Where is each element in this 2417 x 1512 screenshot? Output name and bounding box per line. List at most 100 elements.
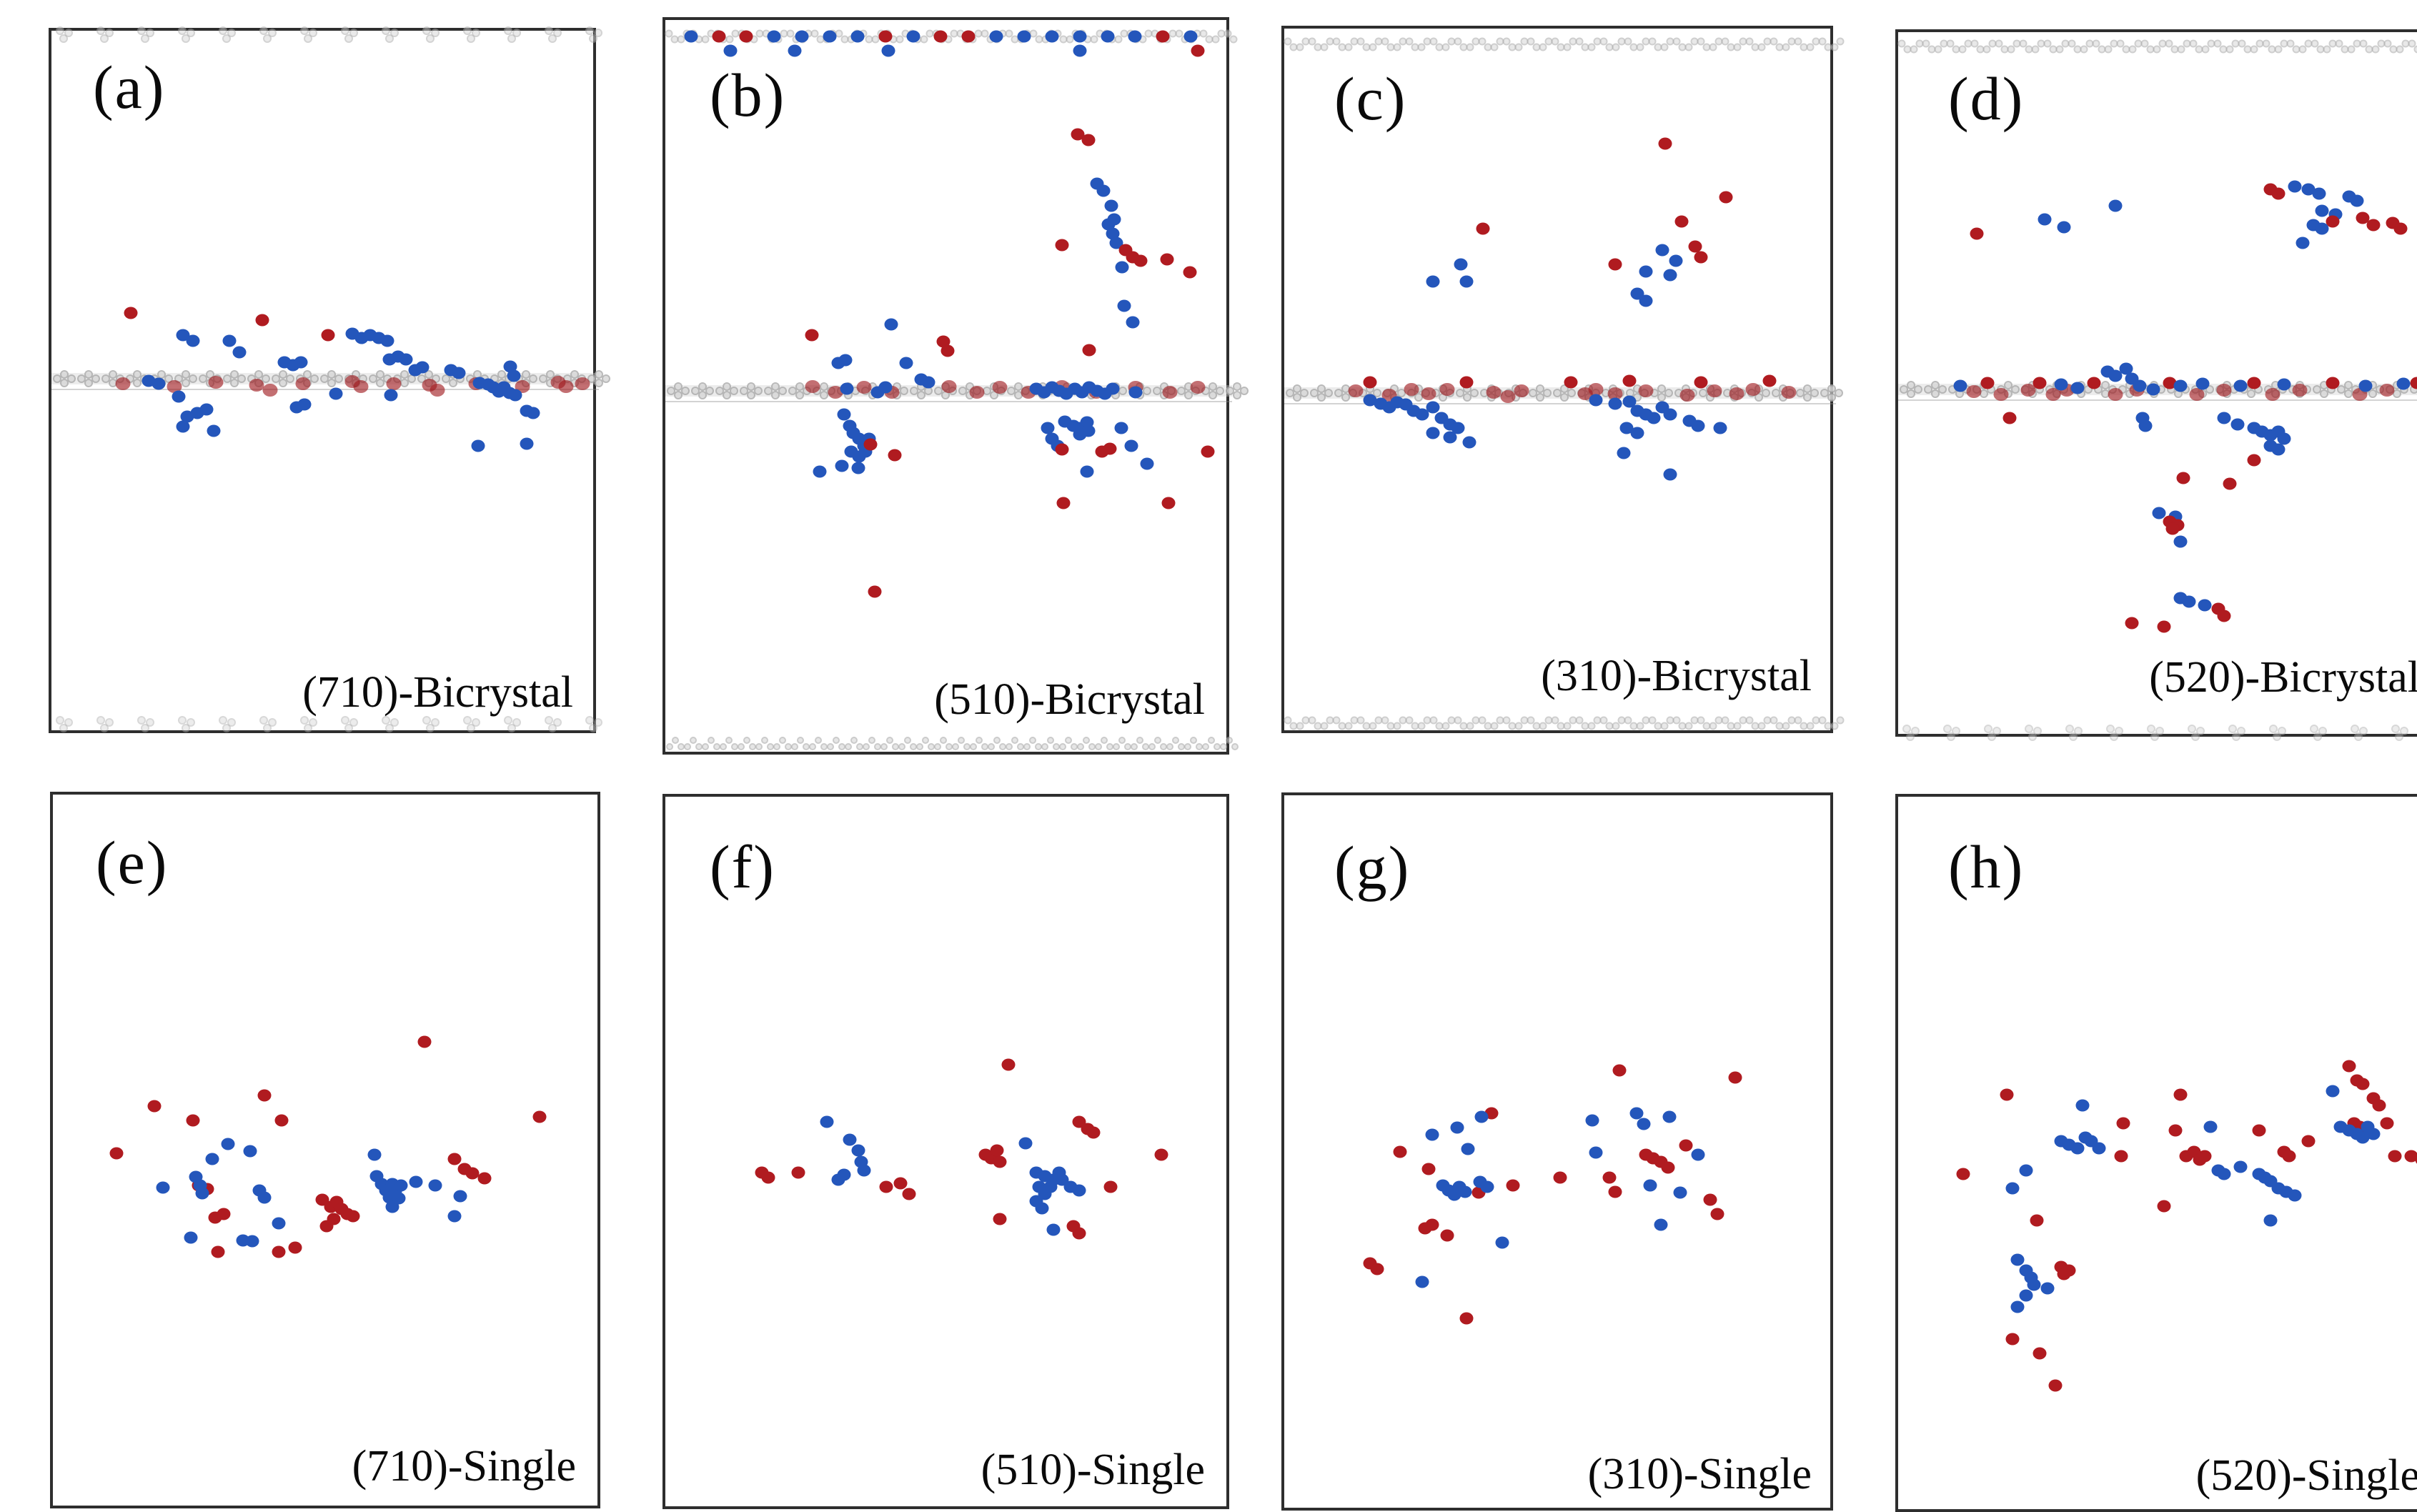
solute-dot-red xyxy=(1103,1180,1117,1193)
matrix-atom xyxy=(2028,732,2037,741)
solute-dot-red xyxy=(1674,216,1688,228)
solute-dot-blue xyxy=(2174,535,2188,547)
solute-dot-red xyxy=(1459,1312,1473,1324)
matrix-atom xyxy=(1011,737,1018,744)
solute-dot-red-faded xyxy=(2265,388,2280,401)
solute-dot-blue xyxy=(272,1217,285,1229)
solute-dot-blue xyxy=(2231,419,2245,431)
solute-dot-red xyxy=(1711,1208,1724,1220)
matrix-atom xyxy=(1907,389,1915,398)
panel-letter: (c) xyxy=(1334,68,1406,129)
matrix-atom xyxy=(1837,37,1845,45)
solute-dot-red xyxy=(217,1208,230,1220)
panel-caption: (520)-Bicrystal xyxy=(2149,655,2417,700)
solute-dot-blue xyxy=(882,45,895,57)
matrix-atom xyxy=(1065,737,1072,744)
solute-dot-red xyxy=(2002,412,2016,424)
solute-dot-blue xyxy=(2070,1143,2084,1155)
matrix-atom xyxy=(725,737,733,744)
solute-dot-red xyxy=(2301,1135,2315,1148)
panel-caption: (310)-Single xyxy=(1588,1452,1812,1496)
atom-scatter-layer xyxy=(51,31,593,730)
matrix-atom xyxy=(376,379,384,387)
solute-dot-red xyxy=(1056,239,1069,251)
solute-dot-blue xyxy=(2233,1160,2247,1173)
matrix-atom xyxy=(84,379,93,387)
matrix-atom xyxy=(1113,743,1120,750)
matrix-atom xyxy=(595,379,603,387)
matrix-atom xyxy=(1190,737,1197,744)
solute-dot-blue xyxy=(2041,1283,2055,1295)
solute-dot-blue xyxy=(258,1191,272,1203)
solute-dot-red-faded xyxy=(1500,390,1515,403)
solute-dot-blue xyxy=(2057,222,2070,234)
matrix-atom xyxy=(1154,737,1161,744)
solute-dot-blue xyxy=(851,462,865,474)
solute-dot-red-faded xyxy=(1349,384,1364,397)
solute-dot-blue xyxy=(1692,420,1705,432)
solute-dot-blue xyxy=(2218,1168,2231,1180)
solute-dot-blue xyxy=(1637,1118,1651,1130)
matrix-atom xyxy=(304,724,312,732)
solute-dot-blue xyxy=(839,354,853,366)
matrix-atom xyxy=(1023,743,1031,750)
grain-boundary-rule xyxy=(665,401,1232,402)
solute-dot-red-faded xyxy=(559,380,574,393)
solute-dot-blue xyxy=(527,407,540,419)
solute-dot-red xyxy=(1183,266,1196,278)
solute-dot-blue xyxy=(1426,427,1440,439)
matrix-atom xyxy=(791,743,798,750)
matrix-atom xyxy=(548,724,557,732)
solute-dot-red xyxy=(1422,1163,1436,1175)
solute-dot-red-faded xyxy=(1707,384,1722,397)
grain-boundary-rule xyxy=(1898,399,2417,401)
solute-dot-blue xyxy=(1425,1129,1439,1141)
matrix-atom xyxy=(1118,737,1126,744)
solute-dot-blue xyxy=(1036,1202,1049,1214)
solute-dot-blue xyxy=(2093,1143,2106,1155)
solute-dot-blue xyxy=(2396,378,2410,390)
solute-dot-red xyxy=(1679,1140,1693,1152)
solute-dot-blue xyxy=(921,376,935,388)
panel-caption: (710)-Single xyxy=(352,1444,576,1488)
matrix-atom xyxy=(922,737,929,744)
solute-dot-blue xyxy=(206,1153,219,1165)
solute-dot-red xyxy=(1191,45,1205,57)
solute-dot-red xyxy=(148,1100,162,1113)
matrix-atom xyxy=(988,743,995,750)
solute-dot-blue xyxy=(878,381,892,393)
solute-dot-red xyxy=(1394,1146,1407,1158)
solute-dot-red xyxy=(1613,1064,1627,1076)
matrix-atom xyxy=(1077,743,1084,750)
solute-dot-red xyxy=(2367,219,2381,232)
matrix-atom xyxy=(761,737,768,744)
matrix-atom xyxy=(1148,743,1156,750)
solute-dot-blue xyxy=(788,45,801,57)
solute-dot-blue xyxy=(2358,380,2372,392)
solute-dot-blue xyxy=(1609,397,1622,409)
matrix-atom xyxy=(2150,732,2159,741)
solute-dot-blue xyxy=(1124,440,1138,452)
matrix-atom xyxy=(743,737,750,744)
matrix-atom xyxy=(698,391,707,399)
solute-dot-red xyxy=(1056,497,1070,509)
solute-dot-blue xyxy=(410,1175,423,1188)
matrix-atom xyxy=(993,737,1001,744)
solute-dot-blue xyxy=(429,1179,442,1191)
solute-dot-red xyxy=(1103,442,1116,454)
solute-dot-red xyxy=(417,1036,431,1048)
solute-dot-red xyxy=(2033,377,2046,389)
solute-dot-red xyxy=(255,314,269,326)
matrix-atom xyxy=(820,391,828,399)
solute-dot-red xyxy=(2356,1078,2369,1090)
solute-dot-red-faded xyxy=(208,376,223,389)
matrix-atom xyxy=(400,379,409,387)
matrix-atom xyxy=(2320,389,2328,398)
matrix-atom xyxy=(1208,737,1215,744)
matrix-atom xyxy=(100,724,109,732)
solute-dot-blue xyxy=(1617,447,1630,459)
solute-dot-red xyxy=(1425,1218,1439,1230)
solute-dot-blue xyxy=(840,383,853,395)
solute-dot-red xyxy=(1507,1179,1520,1191)
